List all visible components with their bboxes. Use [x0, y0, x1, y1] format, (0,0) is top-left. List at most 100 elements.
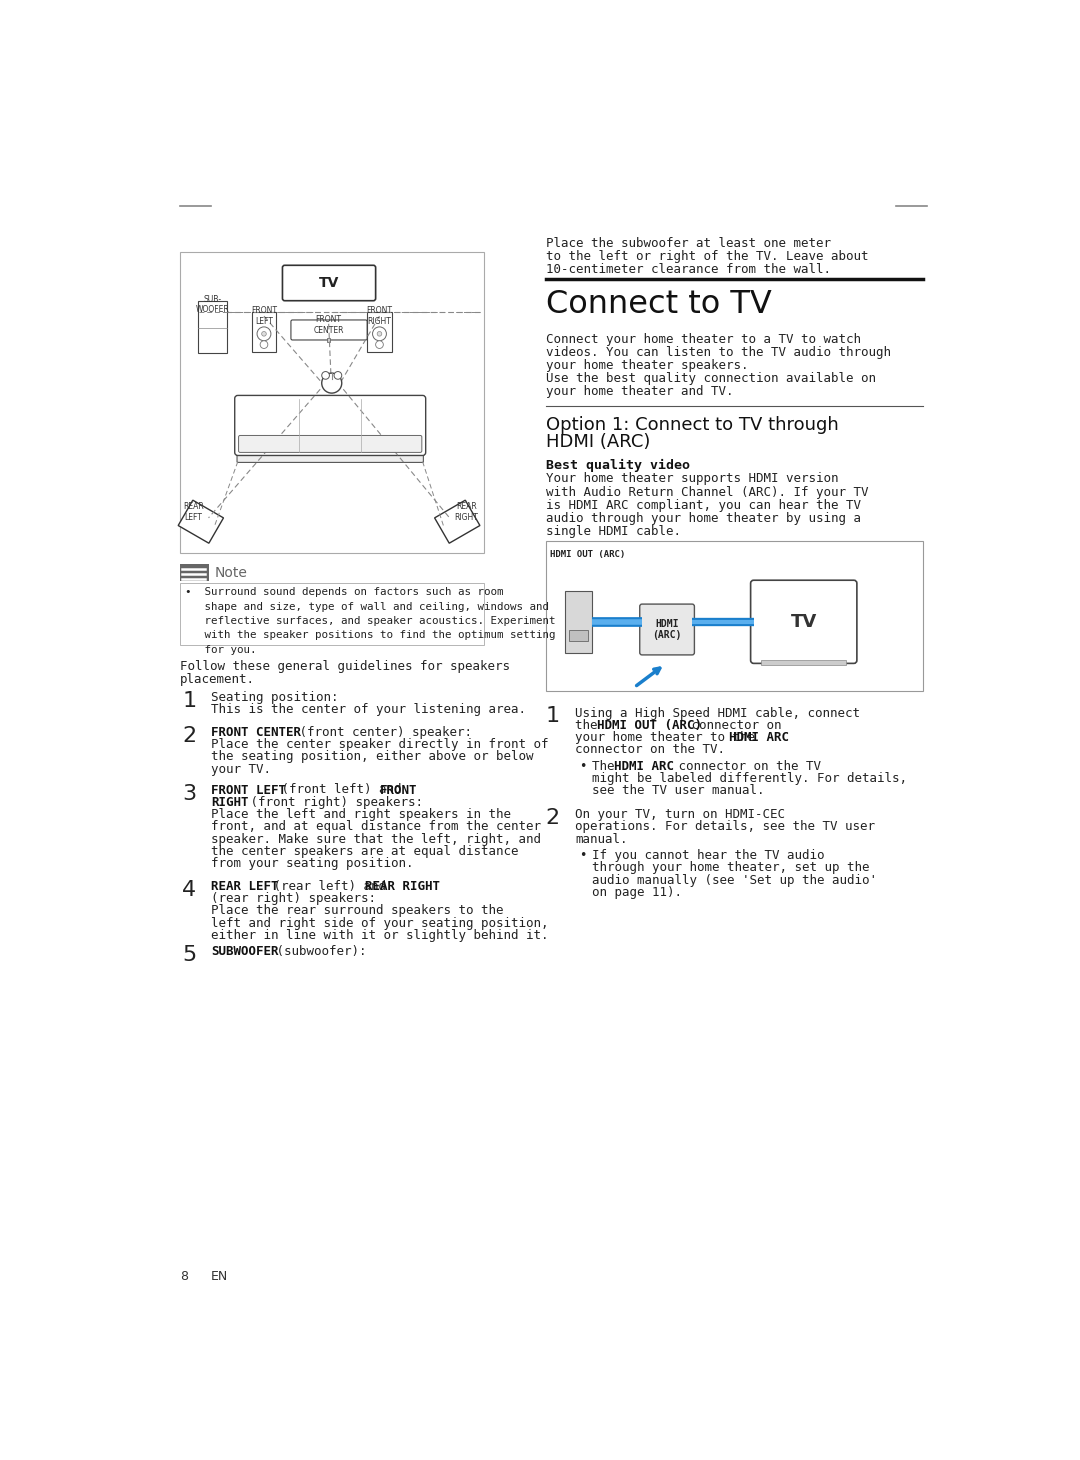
- Text: 4: 4: [183, 880, 197, 899]
- FancyBboxPatch shape: [291, 320, 367, 340]
- Text: connector on the TV: connector on the TV: [671, 759, 821, 772]
- FancyBboxPatch shape: [434, 501, 480, 543]
- Text: (front left) and: (front left) and: [274, 784, 409, 797]
- Text: 2: 2: [545, 809, 559, 828]
- FancyBboxPatch shape: [178, 501, 224, 543]
- Text: TV: TV: [791, 613, 816, 631]
- Text: •: •: [579, 759, 586, 772]
- Text: audio through your home theater by using a: audio through your home theater by using…: [545, 511, 861, 524]
- FancyBboxPatch shape: [751, 580, 856, 663]
- Circle shape: [377, 331, 382, 336]
- Text: might be labeled differently. For details,: might be labeled differently. For detail…: [592, 772, 907, 785]
- Text: (rear left) and: (rear left) and: [267, 880, 394, 892]
- Text: This is the center of your listening area.: This is the center of your listening are…: [211, 704, 526, 717]
- Bar: [180, 253, 484, 552]
- Text: •  Surround sound depends on factors such as room
   shape and size, type of wal: • Surround sound depends on factors such…: [186, 587, 556, 654]
- Bar: [565, 591, 592, 653]
- Bar: [180, 564, 210, 581]
- Text: the: the: [575, 718, 605, 731]
- Text: videos. You can listen to the TV audio through: videos. You can listen to the TV audio t…: [545, 346, 891, 359]
- Text: (rear right) speakers:: (rear right) speakers:: [211, 892, 376, 905]
- Text: 3: 3: [183, 784, 197, 803]
- Text: 2: 2: [183, 726, 197, 746]
- Circle shape: [373, 327, 387, 340]
- Text: Your home theater supports HDMI version: Your home theater supports HDMI version: [545, 473, 838, 485]
- Text: is HDMI ARC compliant, you can hear the TV: is HDMI ARC compliant, you can hear the …: [545, 499, 861, 511]
- Text: RIGHT: RIGHT: [211, 796, 248, 809]
- FancyBboxPatch shape: [639, 604, 694, 656]
- Circle shape: [261, 331, 267, 336]
- Text: 1: 1: [183, 691, 197, 711]
- Text: the seating position, either above or below: the seating position, either above or be…: [211, 750, 534, 764]
- Text: REAR
RIGHT: REAR RIGHT: [455, 502, 478, 521]
- Text: Place the rear surround speakers to the: Place the rear surround speakers to the: [211, 904, 503, 917]
- Text: operations. For details, see the TV user: operations. For details, see the TV user: [575, 821, 875, 834]
- Text: your home theater to the: your home theater to the: [575, 731, 762, 745]
- Text: 8: 8: [180, 1270, 188, 1283]
- Text: either in line with it or slightly behind it.: either in line with it or slightly behin…: [211, 929, 549, 942]
- Text: REAR
LEFT: REAR LEFT: [183, 502, 203, 521]
- Text: FRONT: FRONT: [380, 784, 418, 797]
- Bar: [545, 542, 923, 691]
- Text: (front right) speakers:: (front right) speakers:: [243, 796, 423, 809]
- Text: HDMI ARC: HDMI ARC: [613, 759, 674, 772]
- Text: on page 11).: on page 11).: [592, 886, 681, 899]
- Text: Place the center speaker directly in front of: Place the center speaker directly in fro…: [211, 739, 549, 750]
- Text: Note: Note: [215, 565, 247, 580]
- Text: Place the subwoofer at least one meter: Place the subwoofer at least one meter: [545, 237, 831, 250]
- Text: through your home theater, set up the: through your home theater, set up the: [592, 861, 869, 875]
- Text: placement.: placement.: [180, 673, 255, 686]
- Bar: [180, 584, 484, 645]
- Text: Option 1: Connect to TV through: Option 1: Connect to TV through: [545, 416, 838, 434]
- Text: Place the left and right speakers in the: Place the left and right speakers in the: [211, 809, 511, 821]
- Text: 1: 1: [545, 707, 559, 727]
- Text: 10-centimeter clearance from the wall.: 10-centimeter clearance from the wall.: [545, 263, 831, 276]
- Text: connector on the TV.: connector on the TV.: [575, 743, 725, 756]
- Text: see the TV user manual.: see the TV user manual.: [592, 784, 765, 797]
- Text: If you cannot hear the TV audio: If you cannot hear the TV audio: [592, 848, 824, 861]
- Text: your TV.: your TV.: [211, 762, 271, 775]
- Bar: [367, 312, 392, 352]
- Text: Connect to TV: Connect to TV: [545, 289, 771, 320]
- Text: FRONT LEFT: FRONT LEFT: [211, 784, 286, 797]
- Text: Using a High Speed HDMI cable, connect: Using a High Speed HDMI cable, connect: [575, 707, 860, 720]
- Text: The: The: [592, 759, 622, 772]
- Text: front, and at equal distance from the center: front, and at equal distance from the ce…: [211, 821, 541, 834]
- Text: Connect your home theater to a TV to watch: Connect your home theater to a TV to wat…: [545, 333, 861, 346]
- Circle shape: [334, 371, 341, 380]
- Text: (front center) speaker:: (front center) speaker:: [292, 726, 472, 739]
- Circle shape: [376, 340, 383, 349]
- Text: FRONT
LEFT: FRONT LEFT: [251, 307, 276, 326]
- Text: audio manually (see 'Set up the audio': audio manually (see 'Set up the audio': [592, 873, 877, 886]
- Bar: [252, 312, 276, 352]
- Text: manual.: manual.: [575, 832, 627, 845]
- Text: connector on: connector on: [685, 718, 782, 731]
- Text: 5: 5: [183, 945, 197, 965]
- Text: Follow these general guidelines for speakers: Follow these general guidelines for spea…: [180, 660, 510, 673]
- Text: EN: EN: [211, 1270, 228, 1283]
- Text: REAR LEFT: REAR LEFT: [211, 880, 279, 892]
- Circle shape: [257, 327, 271, 340]
- Text: HDMI ARC: HDMI ARC: [729, 731, 789, 745]
- Text: single HDMI cable.: single HDMI cable.: [545, 524, 680, 537]
- Bar: [198, 301, 227, 353]
- Text: your home theater speakers.: your home theater speakers.: [545, 359, 748, 372]
- FancyBboxPatch shape: [234, 396, 426, 456]
- Text: your home theater and TV.: your home theater and TV.: [545, 385, 733, 399]
- Text: REAR RIGHT: REAR RIGHT: [365, 880, 440, 892]
- Text: FRONT
CENTER: FRONT CENTER: [313, 315, 343, 334]
- Text: FRONT
RIGHT: FRONT RIGHT: [366, 307, 392, 326]
- Text: from your seating position.: from your seating position.: [211, 857, 414, 870]
- Text: Use the best quality connection available on: Use the best quality connection availabl…: [545, 372, 876, 385]
- Circle shape: [260, 340, 268, 349]
- Text: HDMI OUT (ARC): HDMI OUT (ARC): [551, 550, 625, 559]
- Text: (subwoofer):: (subwoofer):: [269, 945, 366, 958]
- Text: HDMI
(ARC): HDMI (ARC): [652, 619, 681, 641]
- Text: HDMI OUT (ARC): HDMI OUT (ARC): [596, 718, 702, 731]
- Text: •: •: [579, 848, 586, 861]
- Text: SUBWOOFER: SUBWOOFER: [211, 945, 279, 958]
- Text: On your TV, turn on HDMI-CEC: On your TV, turn on HDMI-CEC: [575, 809, 785, 821]
- Bar: [569, 629, 589, 641]
- Text: left and right side of your seating position,: left and right side of your seating posi…: [211, 917, 549, 930]
- Text: to the left or right of the TV. Leave about: to the left or right of the TV. Leave ab…: [545, 250, 868, 263]
